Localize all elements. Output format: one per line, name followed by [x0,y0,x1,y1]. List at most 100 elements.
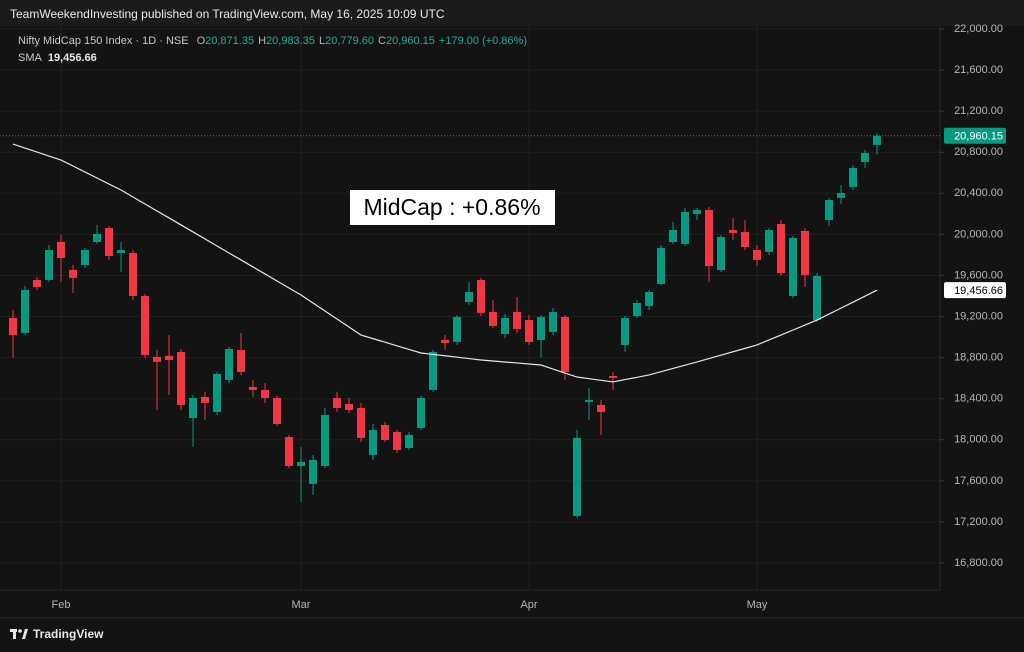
candle-body [657,248,665,284]
y-tick-label: 19,600.00 [954,269,1003,281]
y-tick-label: 20,400.00 [954,187,1003,199]
y-tick-label: 18,000.00 [954,434,1003,446]
sma-value: 19,456.66 [47,52,97,64]
candle-body [321,414,329,466]
sma-name: SMA [18,52,42,64]
candle-body [129,252,137,296]
candle-body [405,434,413,448]
y-tick-label: 17,200.00 [954,516,1003,528]
candle-body [717,236,725,271]
brand-name: TradingView [33,627,104,641]
candle-body [333,397,341,408]
candle-body [297,461,305,466]
candle-body [141,296,149,355]
candle-body [201,396,209,404]
candle-body [465,291,473,302]
y-tick-label: 21,600.00 [954,64,1003,76]
candle-body [369,429,377,455]
candle-body [825,199,833,221]
candle-body [21,289,29,333]
brand-logo [10,629,28,639]
candle-body [813,275,821,321]
candle-body [585,399,593,402]
candle-body [525,320,533,343]
candle-body [261,389,269,398]
candle-body [597,404,605,412]
legend-key: L [318,35,326,47]
annotation: MidCap : +0.86% [363,194,540,220]
candle-body [273,397,281,424]
candle-body [513,311,521,329]
y-tick-label: 16,800.00 [954,557,1003,569]
candle-body [45,249,53,280]
legend-item: L20,779.60 [319,35,374,47]
candle-body [621,317,629,345]
candle-body [453,316,461,342]
candle-body [33,279,41,287]
candle-body [441,339,449,343]
candle-body [429,351,437,390]
candle-body [801,230,809,275]
candle-body [417,397,425,428]
legend-value: 20,960.15 [385,35,435,47]
y-tick-label: 20,000.00 [954,228,1003,240]
candle-body [69,269,77,278]
candle-body [381,424,389,440]
change: +179.00 (+0.86%) [438,35,527,47]
legend-item: O20,871.35 [197,35,255,47]
candle-body [669,229,677,242]
legend-key: C [378,35,386,47]
sma-price-box [944,282,1006,299]
candle-body [105,228,113,256]
candle-body [693,209,701,214]
candle-body [645,291,653,306]
candle-body [309,459,317,484]
x-tick-label: May [747,599,768,611]
sma-line [12,143,878,383]
sma-legend: SMA 19,456.66 [18,52,97,64]
candle-body [849,167,857,187]
candle-body [837,192,845,198]
candle-body [213,373,221,412]
candle-body [861,152,869,162]
candle-body [153,356,161,362]
candle-body [873,135,881,145]
brand: TradingView [10,627,103,641]
candle-body [189,397,197,418]
candle-body [561,316,569,372]
last-price-box [944,127,1006,144]
candle-body [477,279,485,313]
candle-body [705,209,713,267]
y-tick-label: 19,200.00 [954,310,1003,322]
candle-body [345,403,353,410]
candle-body [573,437,581,516]
legend-item: H20,983.35 [258,35,315,47]
candle-body [741,232,749,248]
last-price-label: 20,960.15 [954,131,1003,143]
candle-body [633,302,641,317]
candle-body [609,375,617,378]
candle-body [681,211,689,245]
legend-item: C20,960.15 [378,35,435,47]
candle-body [393,431,401,450]
legend-value: 20,871.35 [205,35,255,47]
legend-value: 20,779.60 [325,35,375,47]
candle-body [537,316,545,340]
annotation-box [350,190,555,225]
candle-body [165,355,173,360]
candle-body [753,249,761,260]
legend-key: H [258,35,267,47]
candle-body [729,229,737,233]
x-tick-label: Mar [292,599,311,611]
legend-value: 20,983.35 [266,35,315,47]
candle-body [777,224,785,273]
candle-body [117,249,125,253]
candle-body [93,233,101,242]
y-tick-label: 17,600.00 [954,475,1003,487]
candle-body [225,348,233,381]
x-tick-label: Apr [520,599,537,611]
candle-body [81,249,89,265]
candle-body [57,241,65,259]
candle-body [549,311,557,332]
